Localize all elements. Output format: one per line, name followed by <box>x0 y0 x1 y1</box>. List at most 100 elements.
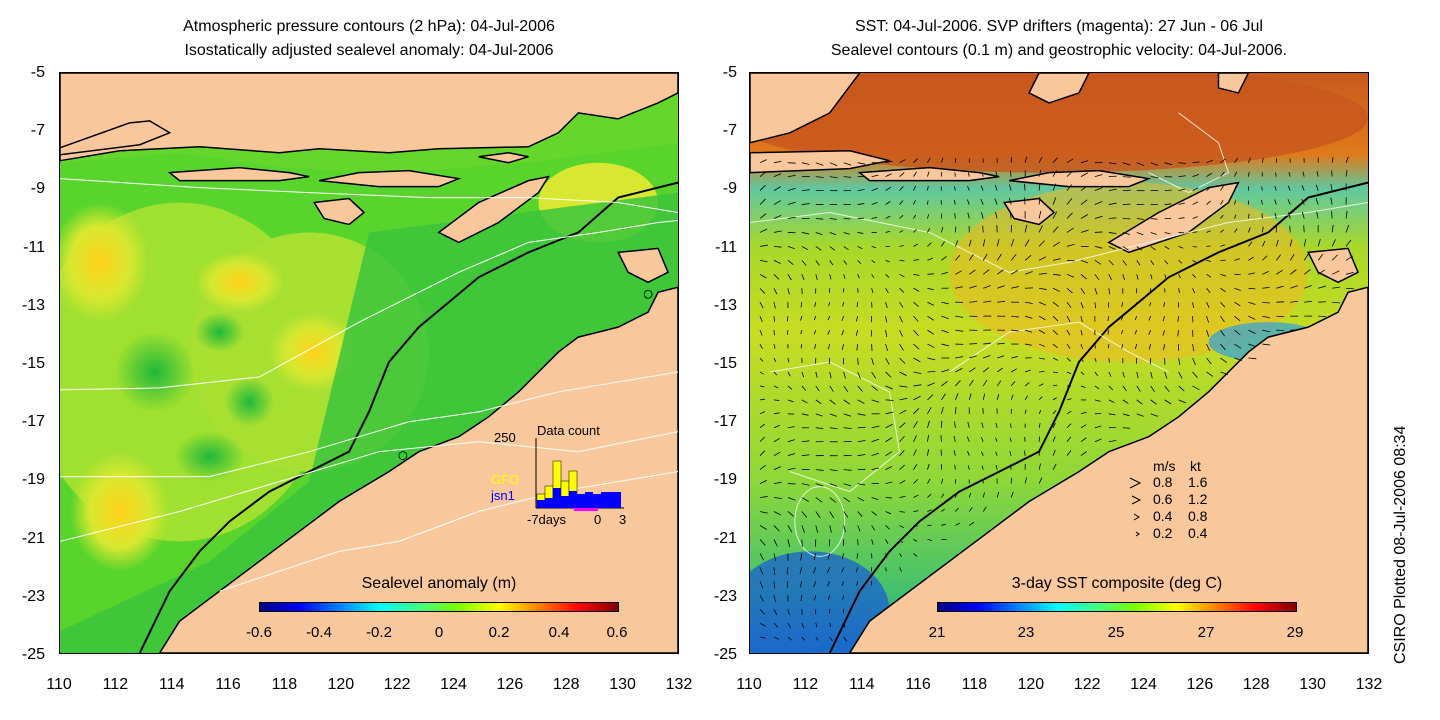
velocity-arrow <box>1206 200 1211 205</box>
velocity-arrow <box>1052 463 1057 470</box>
velocity-arrow <box>1206 273 1212 278</box>
velocity-arrow <box>856 567 859 573</box>
velocity-arrow <box>927 185 929 191</box>
velocity-arrow <box>954 421 956 428</box>
x-axis-tick-label: 120 <box>1017 676 1045 693</box>
velocity-arrow <box>1206 159 1214 164</box>
velocity-arrow <box>1261 199 1263 205</box>
velocity-arrow <box>857 246 863 250</box>
velocity-arrow <box>786 581 789 589</box>
velocity-arrow <box>827 343 831 350</box>
velocity-arrow <box>1010 381 1016 387</box>
velocity-arrow <box>1038 301 1047 306</box>
velocity-arrow <box>787 385 793 390</box>
velocity-key-kt-value: 1.2 <box>1188 491 1208 507</box>
velocity-arrow <box>787 274 792 281</box>
x-axis-tick-label: 120 <box>327 676 355 693</box>
velocity-arrow <box>899 371 907 377</box>
sealevel-colorbar-tick: 0 <box>434 624 444 641</box>
velocity-arrow <box>1331 254 1338 261</box>
velocity-arrow <box>1023 197 1026 205</box>
velocity-arrow <box>913 479 919 484</box>
velocity-arrow <box>927 257 934 261</box>
velocity-arrow <box>1192 216 1198 219</box>
velocity-arrow <box>941 523 946 526</box>
velocity-arrow <box>829 623 832 628</box>
velocity-arrow <box>885 330 888 337</box>
velocity-arrow <box>857 203 865 205</box>
velocity-arrow <box>967 172 970 177</box>
sealevel-colorbar-tick: 0.2 <box>488 624 510 641</box>
velocity-arrow <box>829 162 838 166</box>
velocity-arrow <box>1331 156 1334 163</box>
velocity-arrow <box>1120 316 1124 321</box>
velocity-arrow <box>857 440 866 443</box>
velocity-arrow <box>1234 329 1241 336</box>
velocity-arrow <box>1332 301 1340 304</box>
velocity-arrow <box>843 162 852 166</box>
velocity-arrow <box>843 497 851 503</box>
velocity-arrow <box>1164 399 1172 405</box>
velocity-arrow <box>1052 436 1056 442</box>
velocity-arrow <box>1332 286 1341 289</box>
velocity-arrow <box>773 636 780 640</box>
velocity-arrow <box>842 302 845 307</box>
velocity-arrow <box>1010 269 1019 275</box>
velocity-arrow <box>1136 232 1144 236</box>
velocity-arrow <box>1164 246 1170 250</box>
velocity-arrow <box>994 198 998 205</box>
legend-jsn1: jsn1 <box>491 488 515 503</box>
velocity-arrow <box>1136 385 1141 392</box>
velocity-arrow <box>885 259 890 263</box>
velocity-arrow <box>829 385 834 392</box>
velocity-arrow <box>1317 269 1325 275</box>
velocity-arrow <box>1052 371 1058 374</box>
velocity-arrow <box>759 496 768 498</box>
velocity-arrow <box>927 157 931 163</box>
velocity-arrow <box>1192 187 1199 191</box>
y-axis-tick-label: -23 <box>713 587 737 605</box>
velocity-arrow <box>913 315 919 322</box>
velocity-arrow <box>787 622 792 628</box>
velocity-arrow <box>1080 411 1087 415</box>
velocity-arrow <box>1038 409 1042 415</box>
velocity-arrow <box>1052 329 1058 335</box>
velocity-arrow <box>773 581 776 589</box>
velocity-arrow <box>1052 315 1059 322</box>
velocity-arrow <box>801 371 805 378</box>
velocity-arrow <box>1290 300 1299 303</box>
velocity-arrow <box>1038 357 1046 360</box>
velocity-arrow <box>773 481 782 484</box>
velocity-arrow <box>773 511 782 516</box>
velocity-arrow <box>1136 162 1145 166</box>
velocity-arrow <box>1275 172 1277 177</box>
velocity-arrow <box>1009 211 1012 219</box>
velocity-arrow <box>841 553 845 560</box>
velocity-arrow <box>815 469 824 471</box>
velocity-arrow <box>799 581 803 588</box>
velocity-arrow <box>773 288 778 295</box>
velocity-arrow <box>856 581 859 586</box>
velocity-arrow <box>1275 254 1281 261</box>
velocity-arrow <box>967 212 970 219</box>
velocity-arrow <box>1025 301 1033 304</box>
velocity-arrow <box>1052 170 1057 177</box>
velocity-arrow <box>1094 357 1097 363</box>
velocity-arrow <box>1178 274 1181 279</box>
velocity-arrow <box>857 189 865 191</box>
velocity-arrow <box>759 228 768 233</box>
velocity-arrow <box>1248 315 1256 320</box>
velocity-arrow <box>913 395 921 401</box>
velocity-arrow <box>1025 343 1032 346</box>
velocity-arrow <box>1122 162 1131 166</box>
velocity-arrow <box>913 494 919 498</box>
velocity-arrow <box>997 285 1005 289</box>
velocity-arrow <box>941 508 945 512</box>
velocity-arrow <box>1122 260 1127 266</box>
velocity-arrow <box>969 367 976 373</box>
velocity-arrow <box>829 413 837 417</box>
velocity-arrow <box>927 357 936 361</box>
velocity-arrow <box>1038 343 1046 347</box>
velocity-arrow <box>1206 186 1212 191</box>
velocity-arrow <box>1206 316 1209 323</box>
